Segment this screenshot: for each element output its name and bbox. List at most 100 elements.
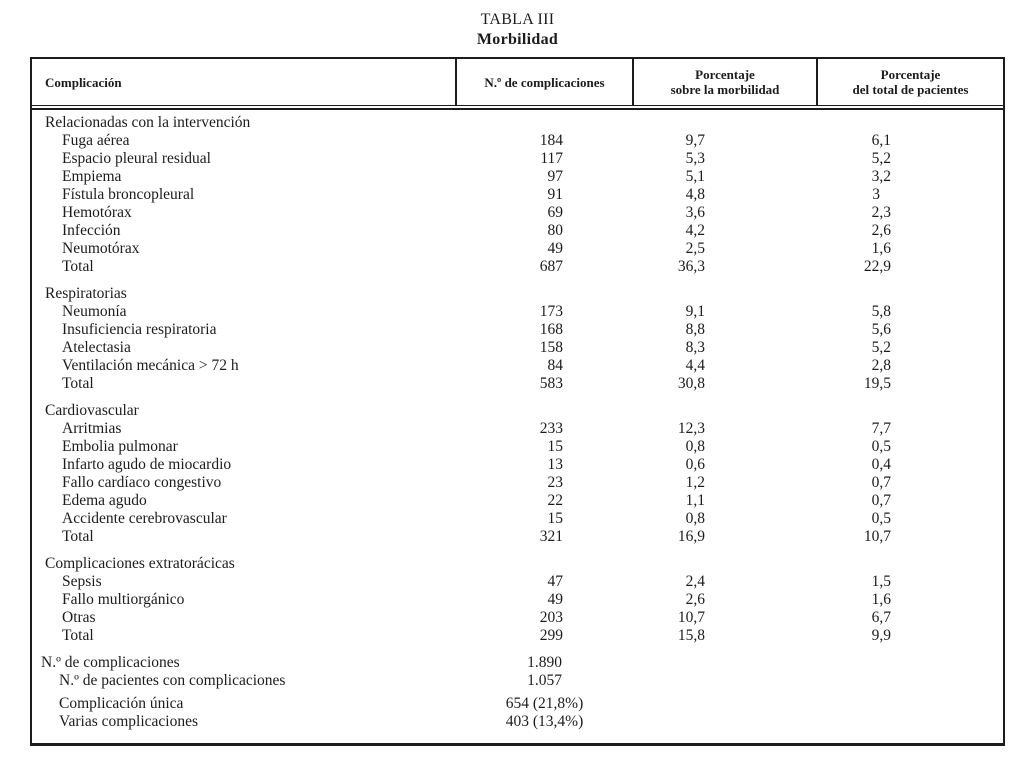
pct-patients-value: 1,6 [871,240,891,257]
pct-patients-value: 0,7 [871,474,891,491]
table-row: Espacio pleural residual 117 5,3 5,2 [32,150,1003,168]
n-complications-value: 91 [547,186,564,203]
summary-label: N.º de pacientes con complicaciones [59,672,286,689]
pct-patients-value: 6,7 [871,609,891,626]
pct-morbidity-value: 8,8 [685,321,705,338]
pct-morbidity-value: 5,1 [685,168,705,185]
pct-patients-value: 10,7 [863,528,891,545]
complication-label: Neumotórax [62,240,140,257]
header-pct-patients-line1: Porcentaje [880,67,941,82]
table-row: Arritmias 233 12,3 7,7 [32,420,1003,438]
summary-row: N.º de pacientes con complicaciones 1.057 [32,672,1003,690]
summary-label: Complicación única [59,695,184,712]
pct-morbidity-value: 2,4 [685,573,705,590]
summary-row: Complicación única 654 (21,8%) [32,695,1003,713]
table-row: Fuga aérea 184 9,7 6,1 [32,132,1003,150]
table-row: Infarto agudo de miocardio 13 0,6 0,4 [32,456,1003,474]
pct-patients-value: 5,6 [871,321,891,338]
complication-label: Infarto agudo de miocardio [62,456,232,473]
n-complications-value: 80 [547,222,564,239]
table-title: TABLA III Morbilidad [30,10,1005,50]
n-complications-value: 84 [547,357,564,374]
header-pct-patients-line2: del total de pacientes [852,82,969,97]
table-row: Embolia pulmonar 15 0,8 0,5 [32,438,1003,456]
complication-label: Total [62,627,94,644]
section-header-row: Relacionadas con la intervención [32,114,1003,132]
pct-morbidity-value: 2,5 [685,240,705,257]
section-header-label: Respiratorias [45,285,127,302]
pct-morbidity-value: 9,7 [685,132,705,149]
header-n-complications: N.º de complicaciones [457,59,634,105]
table-row: Atelectasia 158 8,3 5,2 [32,339,1003,357]
table-row: Fístula broncopleural 91 4,8 3 [32,186,1003,204]
header-pct-morbidity-line2: sobre la morbilidad [670,82,780,97]
row-spacer [32,393,1003,402]
summary-value: 654 (21,8%) [505,695,584,712]
n-complications-value: 13 [547,456,564,473]
pct-morbidity-value: 4,8 [685,186,705,203]
table-row: Ventilación mecánica > 72 h 84 4,4 2,8 [32,357,1003,375]
n-complications-value: 168 [539,321,563,338]
complication-label: Embolia pulmonar [62,438,178,455]
table-row: Total 583 30,8 19,5 [32,375,1003,393]
pct-patients-value: 5,2 [871,150,891,167]
summary-value: 1.890 [527,654,562,671]
table-row: Total 299 15,8 9,9 [32,627,1003,645]
summary-label: N.º de complicaciones [41,654,180,671]
section-header-label: Cardiovascular [45,402,139,419]
header-complication: Complicación [32,59,457,105]
pct-morbidity-value: 8,3 [685,339,705,356]
section-header-label: Complicaciones extratorácicas [45,555,235,572]
n-complications-value: 321 [539,528,563,545]
table-row: Otras 203 10,7 6,7 [32,609,1003,627]
n-complications-value: 158 [539,339,563,356]
n-complications-value: 49 [547,240,564,257]
complication-label: Fallo multiorgánico [62,591,185,608]
complication-label: Neumonía [62,303,127,320]
pct-morbidity-value: 0,8 [685,510,705,527]
pct-patients-value: 7,7 [871,420,891,437]
table-row: Hemotórax 69 3,6 2,3 [32,204,1003,222]
n-complications-value: 299 [539,627,563,644]
n-complications-value: 15 [547,510,564,527]
complication-label: Otras [62,609,96,626]
summary-row: N.º de complicaciones 1.890 [32,654,1003,672]
pct-patients-value: 0,4 [871,456,891,473]
table-row: Fallo multiorgánico 49 2,6 1,6 [32,591,1003,609]
pct-morbidity-value: 15,8 [677,627,705,644]
pct-morbidity-value: 3,6 [685,204,705,221]
complication-label: Sepsis [62,573,102,590]
pct-morbidity-value: 0,8 [685,438,705,455]
pct-patients-value: 0,5 [871,510,891,527]
pct-patients-value: 2,8 [871,357,891,374]
n-complications-value: 184 [539,132,563,149]
table-body: Relacionadas con la intervención Fuga aér… [32,108,1003,743]
pct-patients-value: 22,9 [863,258,891,275]
pct-patients-value: 9,9 [871,627,891,644]
pct-morbidity-value: 16,9 [677,528,705,545]
table-row: Fallo cardíaco congestivo 23 1,2 0,7 [32,474,1003,492]
table-row: Sepsis 47 2,4 1,5 [32,573,1003,591]
n-complications-value: 203 [539,609,563,626]
table-row: Edema agudo 22 1,1 0,7 [32,492,1003,510]
row-spacer [32,276,1003,285]
complication-label: Arritmias [62,420,122,437]
complication-label: Insuficiencia respiratoria [62,321,217,338]
pct-patients-value: 5,8 [871,303,891,320]
table-row: Insuficiencia respiratoria 168 8,8 5,6 [32,321,1003,339]
table-header-row: Complicación N.º de complicaciones Porce… [32,59,1003,106]
pct-morbidity-value: 4,2 [685,222,705,239]
pct-patients-value: 0,5 [871,438,891,455]
complication-label: Ventilación mecánica > 72 h [62,357,239,374]
table-row: Empiema 97 5,1 3,2 [32,168,1003,186]
summary-label: Varias complicaciones [59,713,199,730]
n-complications-value: 23 [547,474,564,491]
summary-value: 1.057 [527,672,562,689]
table-row: Neumotórax 49 2,5 1,6 [32,240,1003,258]
section-header-row: Respiratorias [32,285,1003,303]
complication-label: Espacio pleural residual [62,150,211,167]
pct-patients-value: 3,2 [871,168,891,185]
pct-morbidity-value: 30,8 [677,375,705,392]
pct-morbidity-value: 4,4 [685,357,705,374]
